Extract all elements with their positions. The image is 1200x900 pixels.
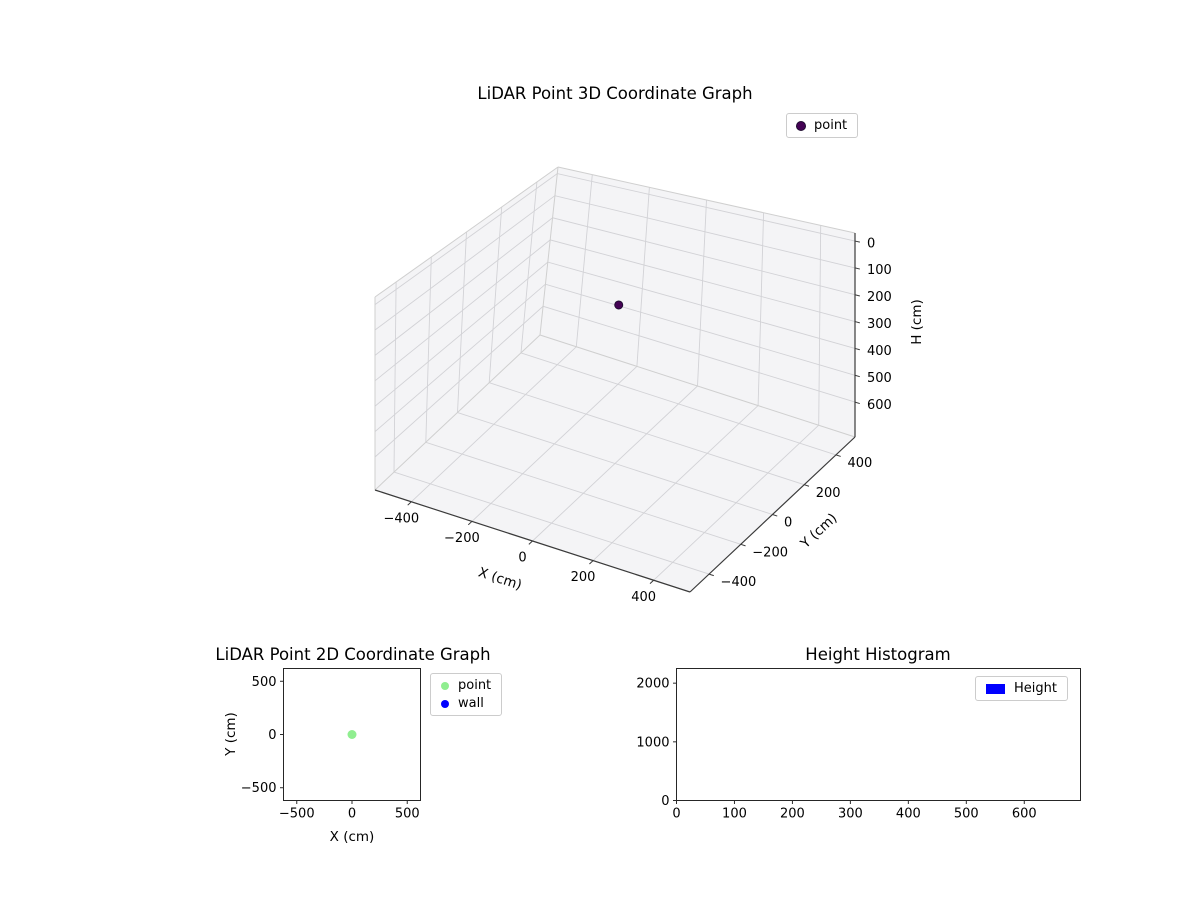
plot2d-title: LiDAR Point 2D Coordinate Graph: [215, 645, 491, 664]
plot2d-ticks: −500 0 500 −500 0 500: [241, 675, 420, 822]
svg-text:−400: −400: [721, 575, 757, 590]
svg-text:0: 0: [661, 794, 669, 809]
legend-entry-point3d: point: [797, 118, 847, 133]
plot3d-panes: [375, 167, 855, 592]
svg-text:2000: 2000: [636, 677, 669, 692]
svg-text:400: 400: [631, 590, 656, 605]
histogram-frame: [676, 668, 1081, 801]
svg-text:200: 200: [816, 486, 841, 501]
plot3d-ticks: −400 −200 0 200 400 −400 −200 0 200 400 0 100 200 300…: [383, 236, 891, 605]
legend-3d: point: [786, 113, 859, 138]
legend-label-point3d: point: [814, 118, 848, 133]
svg-text:400: 400: [896, 807, 921, 822]
svg-text:500: 500: [954, 807, 979, 822]
legend-histogram: Height: [975, 676, 1068, 701]
svg-text:0: 0: [672, 807, 680, 822]
svg-text:200: 200: [780, 807, 805, 822]
svg-text:0: 0: [518, 551, 526, 566]
scatter2d-point-point: [347, 730, 357, 739]
legend-entry-height: Height: [986, 681, 1057, 696]
svg-text:500: 500: [252, 675, 277, 690]
svg-text:−400: −400: [383, 511, 419, 526]
svg-text:300: 300: [867, 317, 892, 332]
plot3d-pane-edges: [374, 166, 856, 491]
plot2d-yaxis-label: Y (cm): [223, 712, 239, 756]
point-marker-icon: [797, 121, 805, 130]
svg-text:0: 0: [268, 728, 276, 743]
svg-text:0: 0: [867, 236, 875, 251]
svg-text:400: 400: [867, 344, 892, 359]
wall-marker-icon: [441, 699, 449, 708]
plot3d-scatter: [614, 300, 624, 310]
svg-text:300: 300: [838, 807, 863, 822]
svg-text:−500: −500: [241, 781, 277, 796]
plot3d-haxis-label: H (cm): [909, 299, 925, 345]
svg-text:600: 600: [1012, 807, 1037, 822]
legend-label-point2d: point: [458, 678, 492, 693]
plot2d-xaxis-label: X (cm): [329, 829, 375, 845]
svg-text:400: 400: [847, 456, 872, 471]
svg-text:100: 100: [722, 807, 747, 822]
legend-entry-point2d: point: [441, 678, 491, 693]
plot2d-scatter: [347, 730, 357, 739]
svg-text:−500: −500: [279, 807, 315, 822]
svg-text:500: 500: [395, 807, 420, 822]
svg-text:100: 100: [867, 263, 892, 278]
histogram-ticks: 0 100 200 300 400 500 600 0 1000 2000: [636, 677, 1036, 822]
height-swatch-icon: [986, 683, 1005, 694]
legend-label-height: Height: [1014, 681, 1057, 696]
histogram-title: Height Histogram: [805, 645, 951, 664]
svg-text:500: 500: [867, 371, 892, 386]
svg-text:−200: −200: [752, 545, 788, 560]
svg-text:0: 0: [348, 807, 356, 822]
svg-text:600: 600: [867, 398, 892, 413]
legend-2d: point wall: [430, 673, 503, 716]
plot3d-title: LiDAR Point 3D Coordinate Graph: [477, 84, 753, 103]
legend-label-wall: wall: [458, 696, 484, 711]
point-marker-icon: [441, 681, 449, 690]
svg-text:1000: 1000: [636, 735, 669, 750]
scatter3d-point: [614, 300, 624, 310]
legend-entry-wall: wall: [441, 696, 491, 711]
svg-text:200: 200: [867, 290, 892, 305]
svg-text:0: 0: [784, 516, 792, 531]
svg-text:200: 200: [571, 570, 596, 585]
svg-text:−200: −200: [444, 531, 480, 546]
